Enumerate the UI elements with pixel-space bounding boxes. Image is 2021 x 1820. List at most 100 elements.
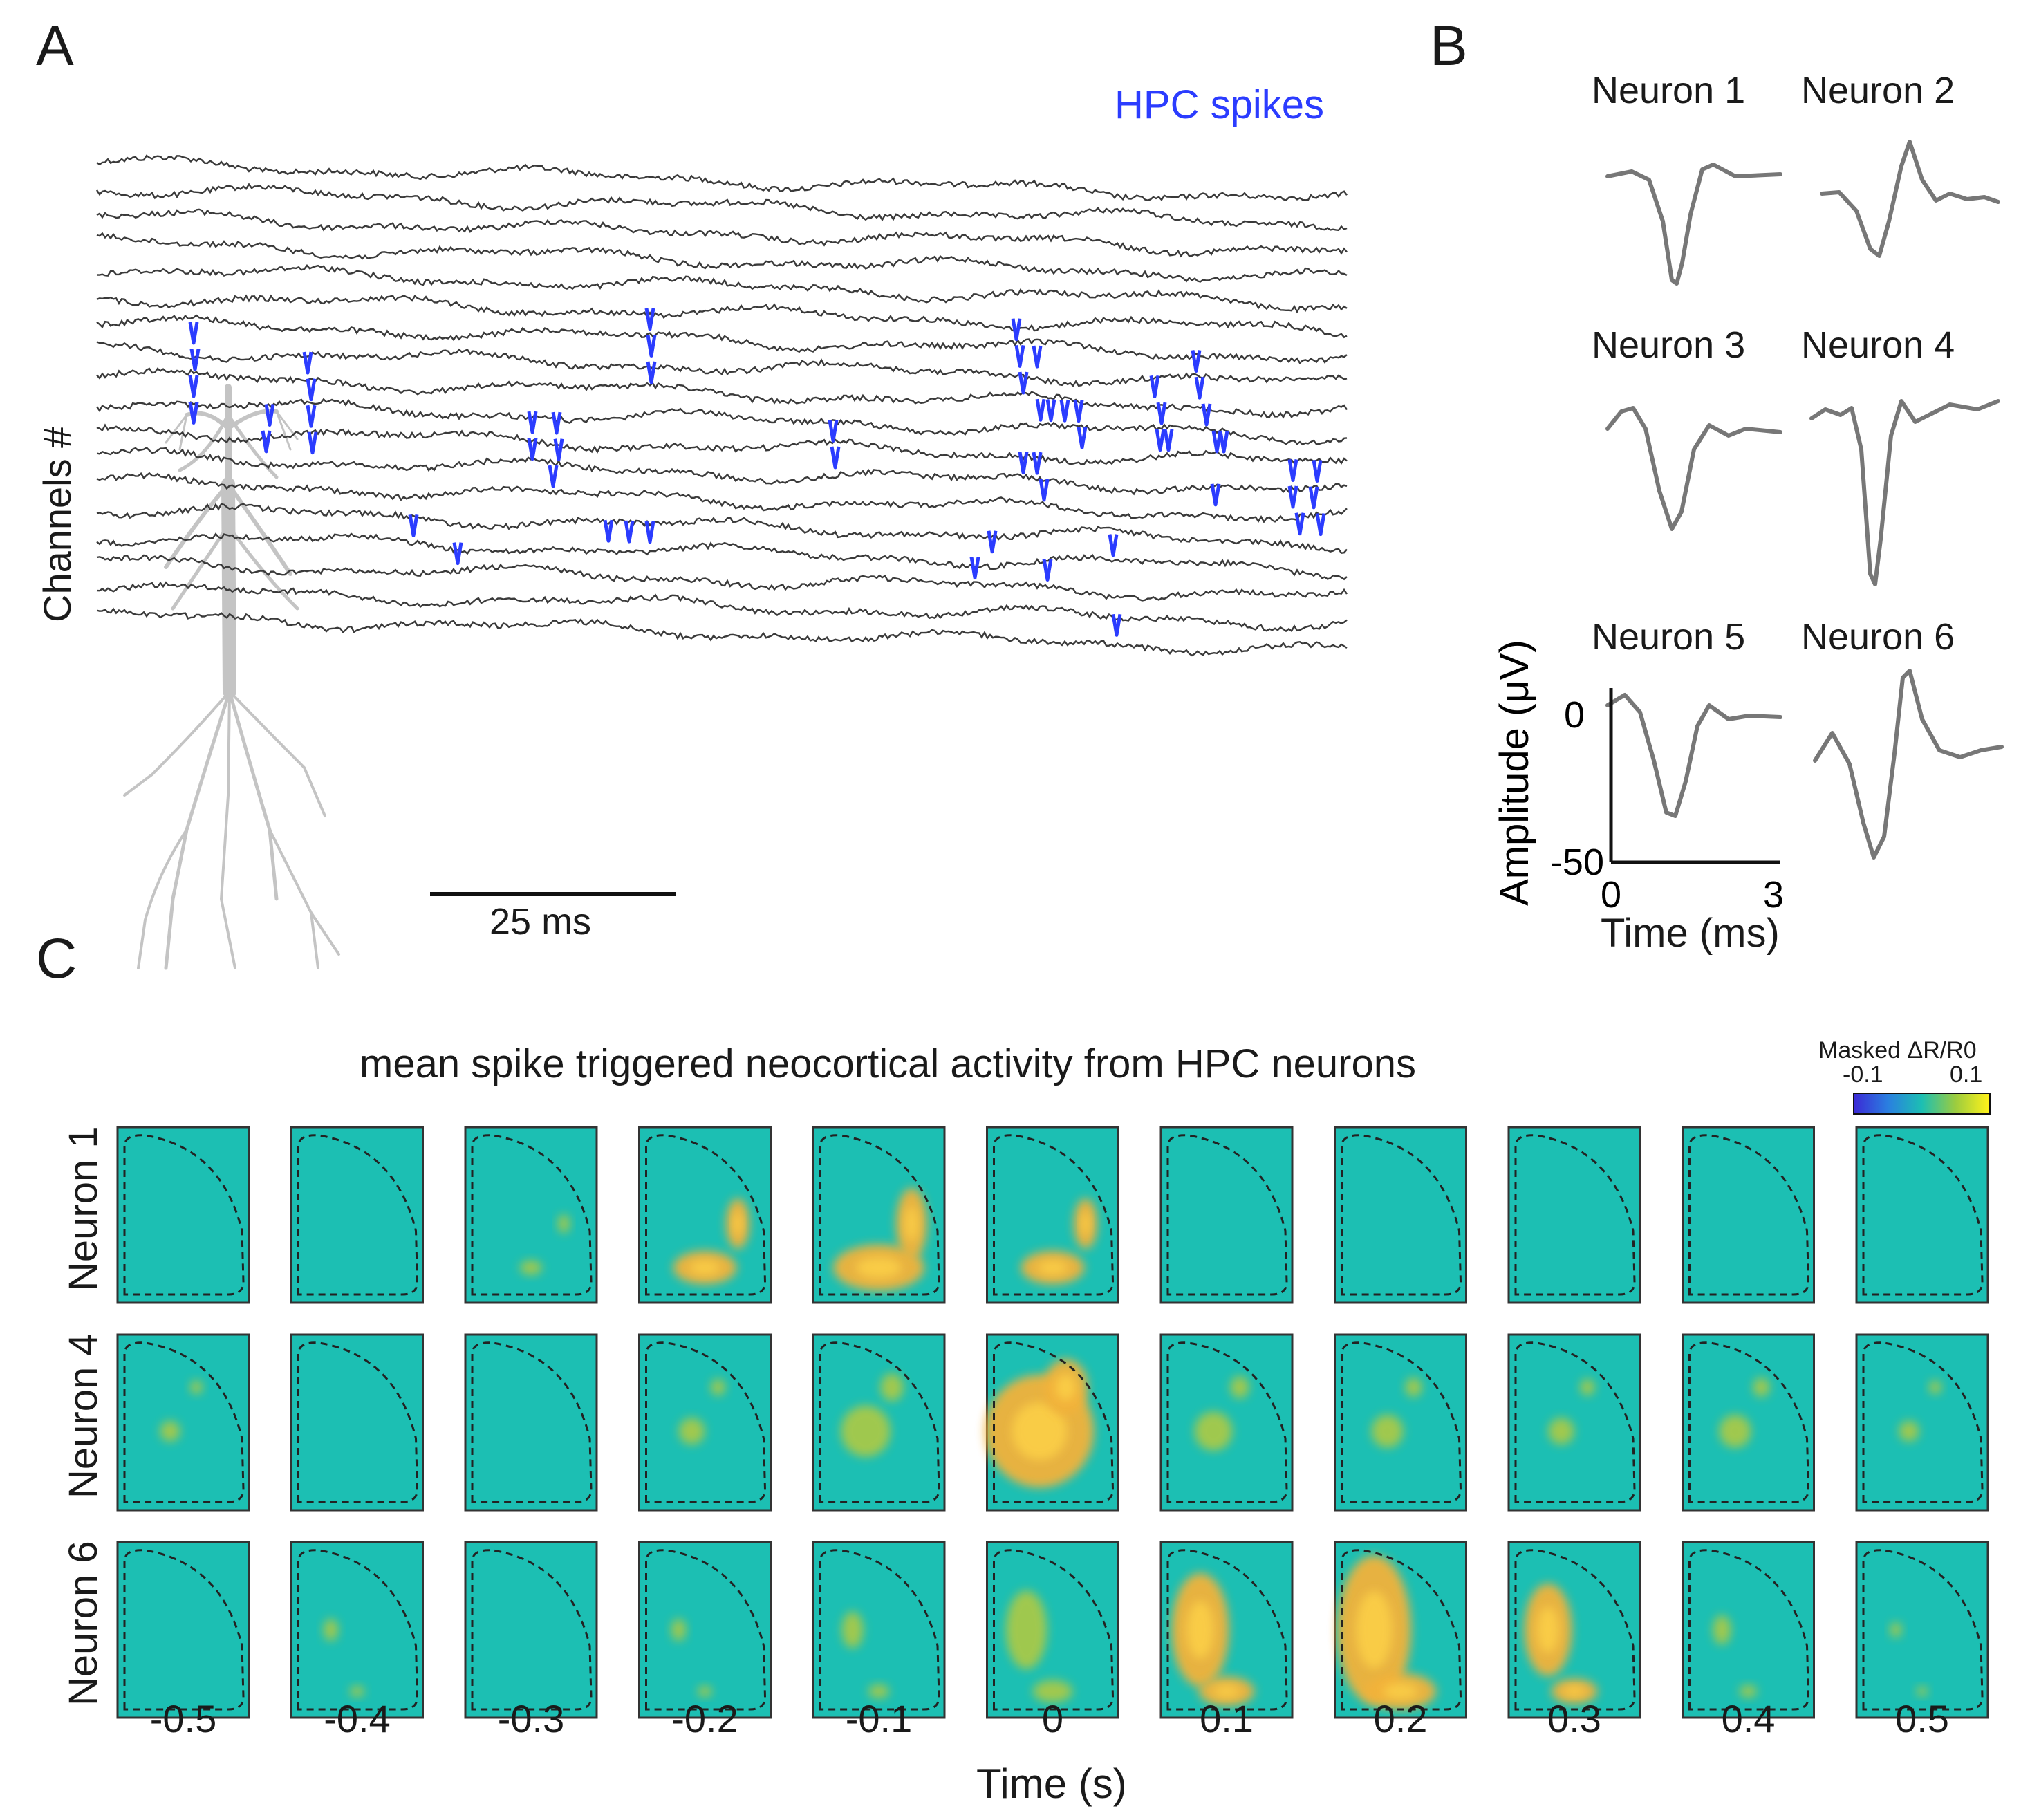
- activity-frame: [464, 1333, 598, 1512]
- hpc-spike: [408, 514, 419, 537]
- hpc-spike: [1045, 399, 1056, 423]
- frame-background: [290, 1126, 424, 1304]
- neuron-3-title: Neuron 3: [1592, 324, 1746, 366]
- channels-label-svg: Channels #: [35, 427, 79, 622]
- cortex-outline: [819, 1341, 940, 1503]
- activity-frame: [116, 1333, 250, 1512]
- panel-label-a: A: [36, 15, 74, 77]
- cortex-outline: [1688, 1341, 1810, 1503]
- frame-background: [638, 1541, 772, 1719]
- panel-a-plot: [95, 154, 1348, 970]
- activation-blob: [1916, 1686, 1928, 1696]
- activity-frame: [1682, 1541, 1815, 1719]
- hpc-spike: [1073, 400, 1084, 423]
- hpc-spike: [307, 431, 318, 455]
- cortex-outline: [471, 1134, 593, 1296]
- hpc-spike: [1312, 460, 1323, 483]
- hpc-spike: [188, 402, 199, 425]
- cortex-outline: [1862, 1134, 1984, 1296]
- activation-blob: [1371, 1414, 1404, 1448]
- hpc-spike: [1218, 430, 1229, 454]
- hpc-spike: [1018, 371, 1029, 395]
- activation-blob: [1899, 1420, 1919, 1442]
- hpc-spike: [1191, 350, 1202, 373]
- activation-blob: [1890, 1622, 1902, 1638]
- hpc-spike: [553, 438, 564, 462]
- activation-core: [689, 1261, 720, 1275]
- hpc-spike: [1149, 375, 1160, 398]
- colorbar: [1853, 1093, 1991, 1115]
- row-label: Neuron 4: [61, 1333, 106, 1498]
- colorbar-title: Masked ΔR/R0: [1818, 1037, 1977, 1064]
- hpc-spike: [644, 521, 655, 544]
- activation-blob: [1580, 1379, 1595, 1396]
- neuron-2-title: Neuron 2: [1801, 70, 1955, 111]
- activity-frame: [986, 1541, 1119, 1719]
- cortex-outline: [1166, 1341, 1288, 1503]
- hpc-spike: [830, 446, 841, 470]
- row-label: Neuron 6: [61, 1541, 106, 1706]
- activation-core: [1563, 1687, 1585, 1696]
- channel-trace: [96, 232, 1348, 283]
- activity-frame: [1159, 1541, 1294, 1719]
- neuron-4-title: Neuron 4: [1801, 324, 1955, 366]
- hpc-spike: [527, 411, 538, 434]
- activation-blob: [697, 1685, 713, 1697]
- hpc-spike: [644, 308, 655, 331]
- waveform-neuron-2: [1820, 140, 2000, 258]
- panel-label-b: B: [1430, 15, 1468, 77]
- activity-frame: [812, 1126, 946, 1304]
- activity-frame: [812, 1333, 946, 1512]
- cortex-outline: [123, 1341, 245, 1503]
- activity-frame: [1855, 1541, 1989, 1719]
- cortex-outline: [1341, 1549, 1462, 1711]
- hpc-spike: [188, 322, 199, 345]
- activation-core: [1213, 1685, 1240, 1698]
- activation-blob: [520, 1260, 542, 1275]
- hpc-spike: [302, 351, 313, 375]
- activation-core: [1081, 1211, 1090, 1236]
- activity-frame: [638, 1333, 772, 1512]
- channel-trace: [96, 503, 1348, 554]
- activation-blob: [349, 1685, 365, 1697]
- colorbar-max-label: 0.1: [1950, 1061, 1983, 1088]
- activation-blob: [1194, 1411, 1233, 1451]
- activity-frame: [986, 1126, 1119, 1304]
- activation-blob: [880, 1373, 904, 1402]
- channel-trace: [96, 154, 1348, 201]
- amplitude-axis-label: Amplitude (μV): [1492, 640, 1537, 906]
- hpc-spike: [1014, 344, 1025, 368]
- hpc-spike: [1032, 345, 1043, 369]
- row-label: Neuron 1: [61, 1126, 106, 1291]
- activity-frame: [1334, 1333, 1467, 1512]
- channel-trace: [96, 367, 1348, 419]
- hpc-spike: [1111, 613, 1122, 637]
- ytick-minus-50: -50: [1550, 842, 1604, 883]
- activation-blob: [1230, 1376, 1249, 1399]
- channel-trace: [96, 607, 1348, 657]
- time-tick-label: -0.4: [324, 1697, 391, 1740]
- activation-blob: [557, 1214, 570, 1234]
- waveform-axes: [1609, 688, 1780, 864]
- activity-frame: [1334, 1126, 1467, 1304]
- time-tick-label: -0.1: [846, 1697, 913, 1740]
- neuron-5-title: Neuron 5: [1592, 616, 1746, 658]
- hpc-spike: [1201, 403, 1212, 427]
- hpc-spike: [1308, 486, 1319, 510]
- cortex-outline: [1514, 1341, 1636, 1503]
- cortex-outline: [297, 1549, 419, 1711]
- cortex-outline: [819, 1134, 940, 1296]
- cortex-outline: [645, 1341, 767, 1503]
- channel-trace: [96, 398, 1348, 446]
- cortex-outline: [1688, 1549, 1810, 1711]
- frame-background: [464, 1333, 598, 1512]
- hpc-spike: [1155, 429, 1166, 452]
- panel-b-waveforms: 0 -50 0 3 Amplitude (μV): [1492, 140, 2004, 916]
- activation-blob: [671, 1618, 687, 1642]
- pyramidal-neuron-sketch: [123, 384, 340, 970]
- cortex-outline: [471, 1549, 593, 1711]
- activity-frame: [812, 1541, 946, 1719]
- hpc-spike: [1211, 430, 1222, 454]
- activation-blob: [678, 1418, 705, 1445]
- cortex-outline: [1514, 1549, 1636, 1711]
